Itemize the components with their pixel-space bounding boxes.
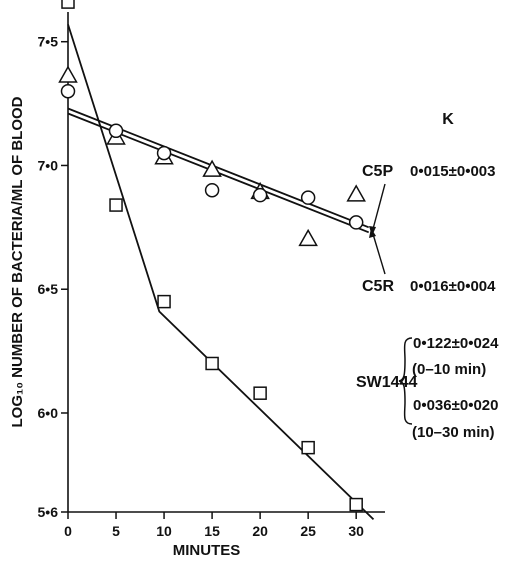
k-value-c5p: 0•015±0•003	[410, 163, 495, 180]
x-tick-label: 30	[348, 523, 364, 539]
data-points	[58, 0, 366, 512]
x-tick-label: 20	[252, 523, 268, 539]
y-tick-label: 5•6	[38, 504, 59, 520]
k-range-sw1444-late: (10–30 min)	[412, 424, 495, 441]
k-value-sw1444-early: 0•122±0•024	[413, 335, 499, 352]
series-label-c5p: C5P	[362, 163, 393, 180]
x-axis-title: MINUTES	[173, 542, 241, 559]
axes: 0 5 10 15 20 25 30 5•6 6•0 6•5 7•0 7•5 MINUTES LOG₁₀ …	[9, 12, 385, 559]
data-point-circle	[300, 190, 316, 205]
x-tick-label: 10	[156, 523, 172, 539]
k-value-c5r: 0•016±0•004	[410, 278, 496, 295]
data-point-square	[157, 294, 171, 309]
data-point-circle	[156, 145, 172, 161]
k-range-sw1444-early: (0–10 min)	[412, 361, 486, 378]
k-header: K	[442, 111, 454, 128]
y-axis-title: LOG₁₀ NUMBER OF BACTERIA/ML OF BLOOD	[9, 96, 26, 427]
k-value-sw1444-late: 0•036±0•020	[413, 397, 498, 414]
data-point-circle	[60, 83, 76, 99]
x-tick-label: 25	[300, 523, 316, 539]
y-tick-label: 6•5	[38, 281, 59, 297]
data-point-square	[253, 386, 267, 400]
data-point-triangle	[346, 184, 366, 202]
data-point-square	[301, 440, 315, 455]
y-tick-label: 7•5	[38, 34, 59, 50]
data-point-triangle	[58, 65, 78, 83]
series-label-c5r: C5R	[362, 278, 394, 295]
data-point-triangle	[298, 228, 318, 247]
x-tick-label: 5	[112, 523, 120, 539]
data-point-square	[205, 356, 219, 371]
labels: K C5P 0•015±0•003 C5R 0•016±0•004 SW1444 0•122…	[356, 111, 499, 441]
fit-line-sw1444	[67, 24, 375, 521]
x-tick-label: 0	[64, 523, 72, 539]
data-point-square	[109, 198, 123, 212]
data-point-circle	[348, 215, 364, 230]
data-point-circle	[108, 123, 124, 139]
data-point-circle	[252, 187, 268, 203]
y-tick-label: 7•0	[38, 157, 59, 173]
x-tick-label: 15	[204, 523, 220, 539]
arrow-c5p	[372, 183, 386, 230]
series-label-sw1444: SW1444	[356, 374, 417, 391]
data-point-square	[61, 0, 75, 9]
y-tick-label: 6•0	[38, 405, 59, 421]
fit-lines	[67, 24, 375, 521]
arrowhead-c5r	[369, 228, 376, 238]
brace	[398, 337, 413, 425]
arrow-c5r	[372, 233, 386, 275]
data-point-triangle	[202, 159, 222, 177]
data-point-circle	[204, 182, 220, 198]
data-point-square	[349, 497, 363, 512]
